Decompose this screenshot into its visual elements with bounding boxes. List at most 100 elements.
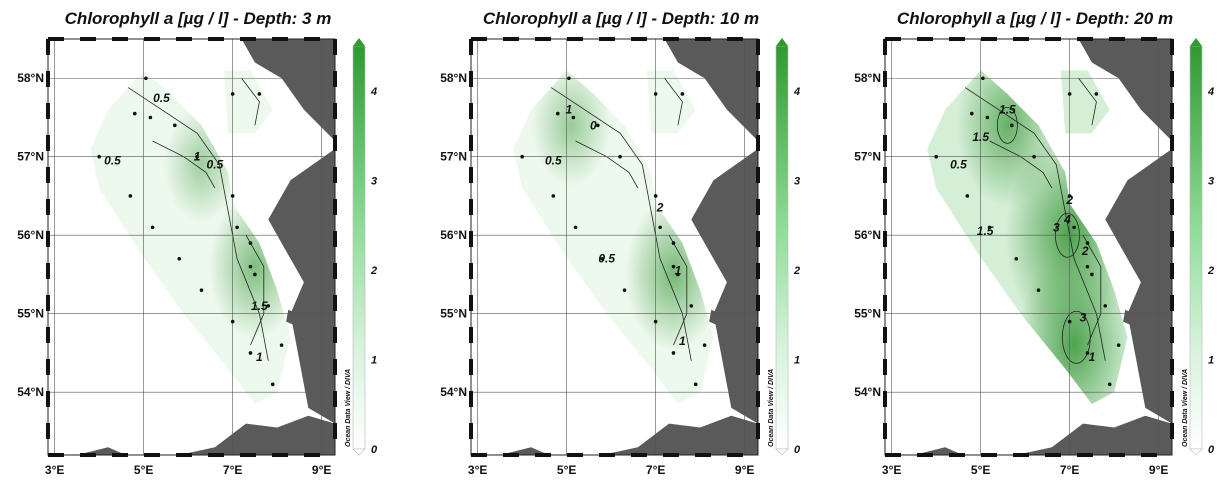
contour-label: 1 [566,103,573,117]
contour-label: 1 [679,334,686,348]
station-marker [671,264,676,269]
station-marker [573,225,578,230]
land-mass [241,39,335,141]
station-marker [266,304,271,308]
map-area: 0.5 1 0.5 0.5 1.5 1 3°E 5°E 7°E 9°E 58°N 57°N 56°N 55… [17,37,337,477]
colorbar-tick-label: 4 [793,86,800,98]
station-marker [195,154,199,159]
station-marker [177,256,182,261]
longitude-tick-label: 9°E [735,463,754,477]
station-marker [1032,154,1036,159]
contour-line [548,85,692,361]
station-marker [1072,225,1076,230]
station-marker [230,194,235,198]
longitude-tick-label: 5°E [557,463,576,477]
station-marker [270,382,275,387]
colorbar-tick-label: 2 [1207,265,1214,277]
concentration-hotspot [531,70,611,188]
contour-line [1082,235,1102,346]
longitude-tick-label: 3°E [468,463,487,477]
station-marker [248,241,253,245]
latitude-tick-label: 57°N [854,150,881,164]
land-mass [602,415,758,455]
contour-line [996,106,1018,144]
station-marker [235,225,239,230]
colorbar-tick-label: 4 [370,86,377,98]
station-marker [97,154,101,159]
contour-label: 0 [590,118,597,132]
latitude-tick-label: 54°N [17,385,44,399]
station-marker [173,123,177,128]
concentration-hotspot [1016,251,1128,405]
contour-label: 3 [1080,311,1087,325]
longitude-tick-label: 3°E [45,463,64,477]
map-panel-depth-20m: Chlorophyll a [µg / l] - Depth: 20 m 1.5… [854,9,1215,477]
contour-label: 1.5 [251,299,268,313]
latitude-tick-label: 57°N [17,150,44,164]
colorbar-max-arrow [1190,38,1202,46]
land-mass [1078,39,1172,141]
concentration-hotspot [956,70,1059,207]
contour-label: 1 [194,150,201,164]
contour-line [125,85,269,361]
station-marker [1067,92,1072,96]
latitude-tick-label: 56°N [440,228,467,242]
colorbar-max-arrow [353,38,365,46]
software-credit: Ocean Data View / DIVA [345,369,352,447]
contour-label: 3 [1053,220,1060,234]
latitude-tick-label: 58°N [440,71,467,85]
contour-label: 1.5 [977,224,994,238]
station-marker [653,92,658,96]
station-marker [230,92,235,96]
longitude-tick-label: 5°E [971,463,990,477]
panel-title: Chlorophyll a [µg / l] - Depth: 3 m [65,9,332,28]
contour-label: 1.5 [972,130,989,144]
latitude-tick-label: 54°N [440,385,467,399]
colorbar: 0 1 2 3 4 Ocean Data View / DIVA [1182,38,1215,456]
longitude-tick-label: 9°E [312,463,331,477]
station-marker [248,264,253,269]
station-marker [148,115,153,120]
latitude-tick-label: 55°N [17,307,44,321]
land-mass [664,39,758,141]
station-marker [1010,123,1014,128]
station-marker [144,76,148,81]
contour-line [575,140,639,189]
station-marker [1103,304,1108,308]
colorbar-gradient [352,45,366,450]
station-marker [1085,264,1090,269]
land-mass [691,148,758,424]
latitude-tick-label: 55°N [854,307,881,321]
colorbar-tick-label: 3 [1208,175,1214,187]
contour-label: 2 [656,201,664,215]
station-marker [680,92,685,96]
contour-label: 0.5 [104,154,121,168]
contour-line [962,85,1106,361]
station-marker [1094,92,1099,96]
colorbar-tick-label: 2 [793,265,800,277]
station-marker [600,256,605,261]
colorbar-tick-label: 0 [794,444,801,456]
concentration-hotspot [163,105,240,224]
station-marker [571,115,576,120]
land-mass [1105,148,1172,424]
colorbar-tick-label: 3 [794,175,800,187]
contour-label: 0.5 [545,154,562,168]
station-marker [551,194,556,198]
station-marker [1067,194,1072,198]
station-marker [520,154,524,159]
contour-label: 1.5 [999,103,1016,117]
latitude-tick-label: 58°N [17,71,44,85]
latitude-tick-label: 54°N [854,385,881,399]
station-marker [279,343,284,347]
station-marker [555,111,560,116]
station-marker [671,241,676,245]
land-mass [179,415,335,455]
contour-label: 4 [1063,212,1071,226]
colorbar-tick-label: 3 [371,175,377,187]
panel-title: Chlorophyll a [µg / l] - Depth: 10 m [483,9,759,28]
station-marker [253,272,257,277]
contour-label: 1 [256,350,263,364]
station-marker [132,111,137,116]
